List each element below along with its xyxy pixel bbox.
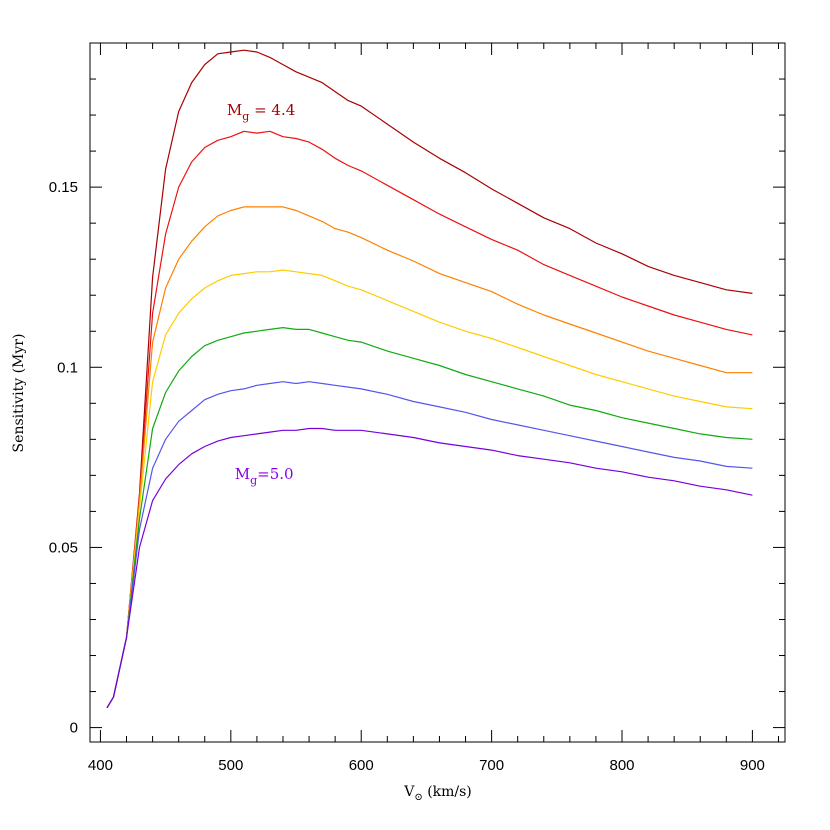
y-tick-label: 0.15: [49, 179, 78, 196]
tick-labels: 400 500 600 700 800 900 0 0.05 0.1 0.15: [49, 179, 765, 774]
x-tick-label: 700: [479, 757, 504, 774]
series-line-5: [106, 327, 753, 709]
x-axis-title: V⊙ (km/s): [403, 784, 472, 803]
plot-frame: [89, 42, 786, 743]
series-line-1: [106, 49, 753, 709]
x-tick-label: 500: [218, 757, 243, 774]
annotation-label-1: Mg = 4.4: [227, 101, 295, 123]
x-tick-label: 600: [349, 757, 374, 774]
series-line-2: [106, 130, 753, 709]
x-tick-label: 400: [88, 757, 113, 774]
series-line-7: [106, 427, 753, 709]
series-lines: [106, 49, 753, 709]
x-tick-label: 800: [609, 757, 634, 774]
y-axis-title: Sensitivity (Myr): [11, 334, 27, 453]
annotation-label-2: Mg=5.0: [235, 465, 294, 487]
y-tick-label: 0.05: [49, 539, 78, 556]
series-line-6: [106, 381, 753, 709]
annotations: Mg = 4.4 Mg=5.0: [227, 101, 295, 487]
x-tick-label: 900: [740, 757, 765, 774]
y-tick-label: 0: [70, 720, 78, 737]
series-line-4: [106, 269, 753, 709]
y-tick-label: 0.1: [57, 359, 78, 376]
axis-ticks: [90, 42, 785, 742]
series-line-3: [106, 206, 753, 709]
